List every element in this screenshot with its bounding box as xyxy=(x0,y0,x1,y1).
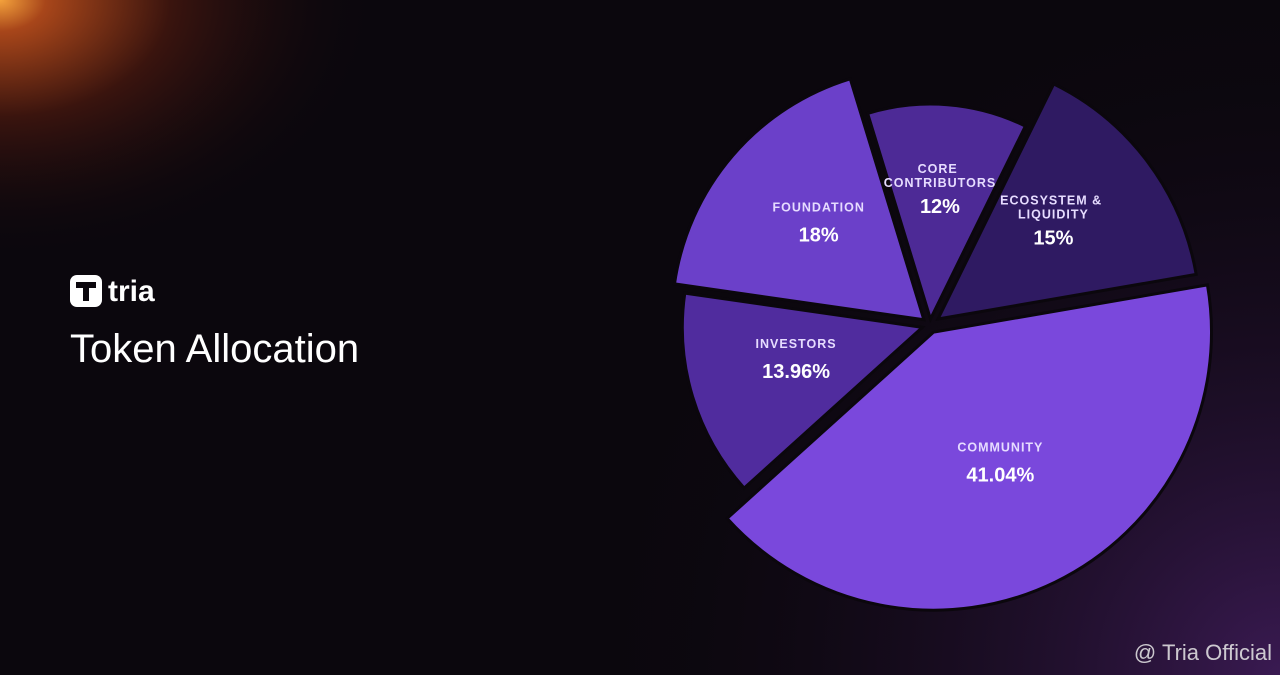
value-label: 15% xyxy=(1033,228,1073,250)
value-label: 12% xyxy=(920,196,960,218)
slice-label: FOUNDATION xyxy=(772,201,864,215)
pie-slice xyxy=(680,291,926,491)
brand: tria xyxy=(108,275,155,308)
watermark: @ Tria Official xyxy=(1134,640,1272,665)
pie-slice xyxy=(865,102,1028,324)
pie: CORE CONTRIBUTORS 12% ECOSYSTEM & LIQUIDIT… xyxy=(672,76,1213,612)
slice-label: ECOSYSTEM & LIQUIDITY xyxy=(1000,194,1106,222)
slice-label: COMMUNITY xyxy=(957,441,1043,455)
slice-label: INVESTORS xyxy=(756,337,837,351)
value-label: 13.96% xyxy=(762,361,830,383)
logo xyxy=(70,275,102,307)
slice-label: CORE CONTRIBUTORS xyxy=(884,162,996,190)
pie-slice xyxy=(672,76,927,322)
value-label: 41.04% xyxy=(966,465,1034,487)
value-label: 18% xyxy=(799,225,839,247)
pie-slice xyxy=(935,81,1198,321)
slice-label-line: INVESTORS xyxy=(756,337,837,351)
pie-slice xyxy=(724,283,1213,612)
chart-title: Token Allocation xyxy=(70,327,359,371)
slice-label-line: FOUNDATION xyxy=(772,201,864,215)
slice-label-line: COMMUNITY xyxy=(957,441,1043,455)
slice-label-line: LIQUIDITY xyxy=(1018,208,1089,222)
slice-label-line: CONTRIBUTORS xyxy=(884,176,996,190)
slice-label-line: CORE xyxy=(918,162,963,176)
slice-label-line: ECOSYSTEM & xyxy=(1000,194,1106,208)
